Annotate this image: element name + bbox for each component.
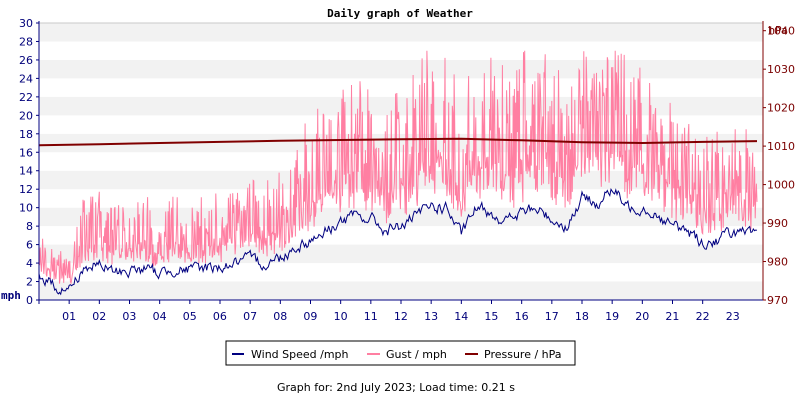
grid-band <box>39 207 763 227</box>
wind-speed-line <box>38 187 758 296</box>
series-pressure <box>38 137 758 147</box>
grid-band <box>39 23 763 42</box>
x-tick-label: 21 <box>665 310 679 323</box>
right-tick-label: 1000 <box>767 179 795 192</box>
x-tick-label: 11 <box>364 310 378 323</box>
legend-box <box>225 340 576 366</box>
legend-item-pressure: Pressure / hPa <box>465 348 562 361</box>
left-tick-label: 30 <box>19 17 33 30</box>
grid-band <box>39 41 763 60</box>
x-tick-label: 08 <box>273 310 287 323</box>
right-tick-label: 1020 <box>767 102 795 115</box>
left-axis-unit: mph <box>1 289 21 302</box>
x-tick-label: 15 <box>484 310 498 323</box>
grid-band <box>39 244 763 264</box>
x-tick-label: 12 <box>394 310 408 323</box>
left-tick-label: 16 <box>19 146 33 159</box>
left-tick-label: 14 <box>19 165 33 178</box>
right-tick-label: 990 <box>767 217 788 230</box>
left-tick-label: 24 <box>19 72 33 85</box>
grid-band <box>39 96 763 116</box>
left-tick-label: 12 <box>19 183 33 196</box>
x-tick-label: 09 <box>303 310 317 323</box>
left-tick-label: 8 <box>26 220 33 233</box>
x-tick-label: 06 <box>213 310 227 323</box>
legend-label-wind-speed: Wind Speed /mph <box>251 348 349 361</box>
x-tick-label: 10 <box>334 310 348 323</box>
x-tick-label: 03 <box>122 310 136 323</box>
right-axis-unit: hPa <box>768 24 788 37</box>
left-tick-label: 22 <box>19 91 33 104</box>
legend: Wind Speed /mph Gust / mph Pressure / hP… <box>225 340 576 366</box>
right-tick-label: 1040 <box>767 25 795 38</box>
right-tick-label: 970 <box>767 294 788 307</box>
legend-item-gust: Gust / mph <box>367 348 447 361</box>
x-tick-label: 23 <box>726 310 740 323</box>
left-tick-label: 10 <box>19 202 33 215</box>
left-tick-label: 2 <box>26 276 33 289</box>
grid-band <box>39 78 763 97</box>
left-tick-label: 0 <box>26 294 33 307</box>
x-tick-label: 13 <box>424 310 438 323</box>
x-tick-label: 19 <box>605 310 619 323</box>
legend-label-gust: Gust / mph <box>386 348 447 361</box>
x-tick-label: 17 <box>545 310 559 323</box>
right-tick-label: 980 <box>767 256 788 269</box>
x-tick-label: 14 <box>454 310 468 323</box>
left-tick-label: 20 <box>19 109 33 122</box>
left-tick-label: 6 <box>26 239 33 252</box>
right-axis-ticks: 970 980 990 1000 1010 1020 1030 1040 <box>763 25 795 307</box>
x-tick-label: 01 <box>62 310 76 323</box>
right-tick-label: 1010 <box>767 140 795 153</box>
x-tick-label: 22 <box>696 310 710 323</box>
left-tick-label: 28 <box>19 35 33 48</box>
left-tick-label: 26 <box>19 54 33 67</box>
x-tick-label: 07 <box>243 310 257 323</box>
left-tick-label: 18 <box>19 128 33 141</box>
pressure-line <box>38 137 758 147</box>
series-wind-speed <box>38 187 758 296</box>
gust-line <box>38 50 758 285</box>
right-tick-label: 1030 <box>767 63 795 76</box>
x-tick-label: 05 <box>183 310 197 323</box>
x-tick-label: 20 <box>635 310 649 323</box>
x-axis-ticks: 01 02 03 04 05 06 07 08 09 10 11 12 13 14 15 16 17 18 19 20… <box>38 300 740 323</box>
x-tick-label: 04 <box>153 310 167 323</box>
left-tick-label: 4 <box>26 257 33 270</box>
legend-item-wind-speed: Wind Speed /mph <box>232 348 349 361</box>
x-tick-label: 18 <box>575 310 589 323</box>
x-tick-label: 16 <box>515 310 529 323</box>
footer-text: Graph for: 2nd July 2023; Load time: 0.2… <box>277 381 515 394</box>
x-tick-label: 02 <box>92 310 106 323</box>
legend-label-pressure: Pressure / hPa <box>484 348 562 361</box>
series-gust <box>38 50 758 285</box>
grid-band <box>39 281 763 300</box>
grid-band <box>39 59 763 79</box>
chart-title: Daily graph of Weather <box>327 7 473 20</box>
